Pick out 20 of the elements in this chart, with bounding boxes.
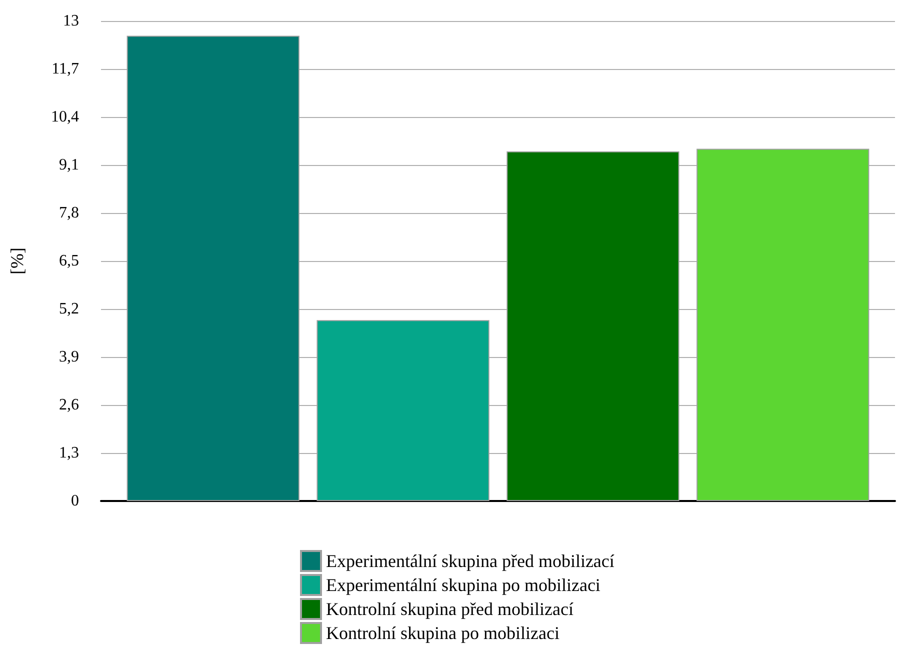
legend-label: Experimentální skupina před mobilizací xyxy=(326,551,614,571)
bar xyxy=(316,320,490,501)
y-tick-label: 2,6 xyxy=(59,396,79,414)
y-tick-label: 1,3 xyxy=(59,444,79,462)
y-tick-label: 7,8 xyxy=(59,204,79,222)
y-axis-title: [%] xyxy=(7,248,27,274)
y-tick-label: 5,2 xyxy=(59,300,79,318)
y-tick-label: 0 xyxy=(71,492,79,510)
y-tick-label: 9,1 xyxy=(59,156,79,174)
legend-label: Experimentální skupina po mobilizaci xyxy=(326,575,600,595)
legend-label: Kontrolní skupina před mobilizací xyxy=(326,599,574,619)
y-tick-label: 6,5 xyxy=(59,252,79,270)
y-tick-label: 11,7 xyxy=(52,60,79,78)
bar xyxy=(126,36,300,501)
y-tick-label: 13 xyxy=(63,12,79,30)
bar xyxy=(696,148,870,501)
bar xyxy=(506,151,680,501)
y-tick-label: 10,4 xyxy=(51,108,79,126)
y-tick-label: 3,9 xyxy=(59,348,79,366)
legend-label: Kontrolní skupina po mobilizaci xyxy=(326,623,560,643)
